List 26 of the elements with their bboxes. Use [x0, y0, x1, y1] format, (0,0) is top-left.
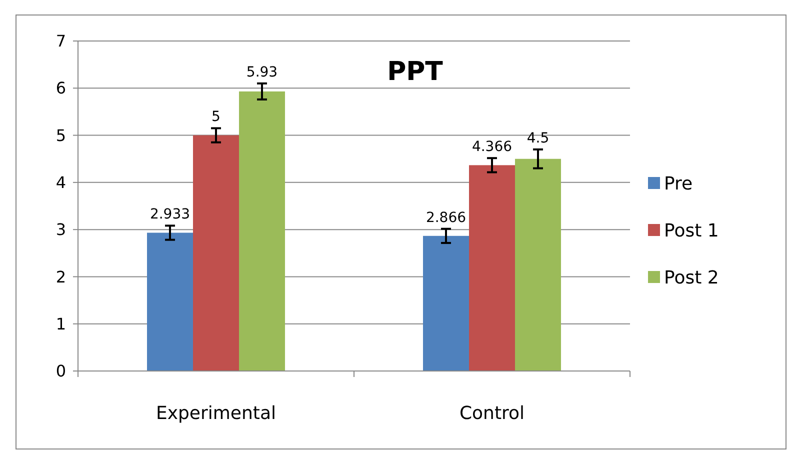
- data-label: 4.5: [526, 130, 550, 146]
- legend-label: Post 2: [664, 267, 719, 288]
- y-tick-label: 2: [56, 267, 66, 286]
- data-label: 4.366: [472, 139, 512, 156]
- bar: [515, 158, 561, 371]
- bar: [193, 135, 239, 371]
- y-tick-label: 7: [56, 32, 66, 51]
- y-tick-label: 4: [56, 173, 66, 192]
- bar: [423, 236, 469, 371]
- y-tick-label: 3: [56, 220, 66, 240]
- legend-label: Pre: [664, 173, 693, 194]
- y-tick-label: 5: [56, 126, 66, 145]
- y-tick-label: 6: [56, 78, 66, 98]
- text: PPT: [387, 57, 444, 87]
- data-label: 2.933: [150, 206, 190, 223]
- bar: [469, 165, 515, 371]
- data-label: 2.866: [426, 210, 466, 226]
- data-label: 5.93: [246, 64, 278, 80]
- y-tick-label: 1: [56, 314, 66, 334]
- x-tick-label: Experimental: [156, 403, 276, 424]
- bar: [239, 91, 285, 371]
- y-tick-label: 0: [56, 362, 66, 381]
- x-tick-label: Control: [459, 403, 525, 424]
- data-label: 5: [212, 109, 220, 126]
- bar: [147, 232, 193, 371]
- legend-label: Post 1: [664, 220, 719, 242]
